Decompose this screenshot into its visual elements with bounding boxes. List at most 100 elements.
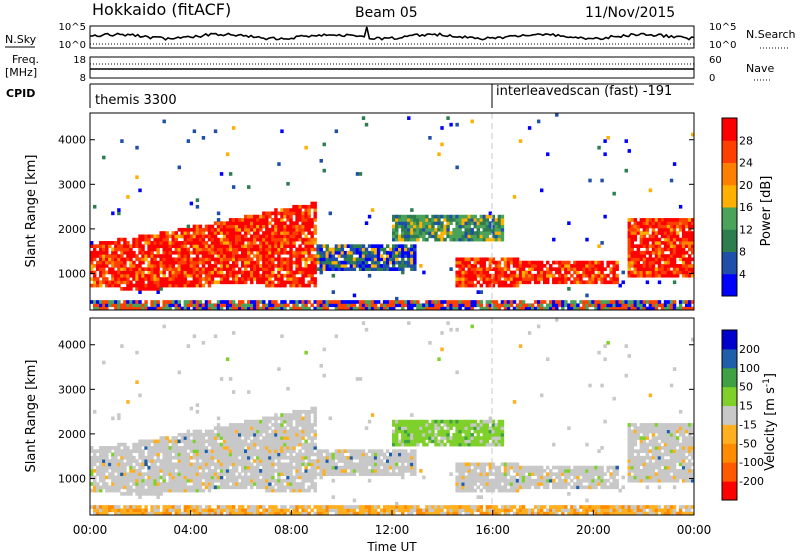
data-cell	[413, 257, 417, 262]
data-cell	[289, 214, 293, 219]
data-cell	[138, 495, 142, 499]
data-cell	[392, 508, 396, 513]
data-cell	[331, 452, 336, 457]
data-cell	[105, 511, 109, 516]
data-cell	[219, 306, 224, 311]
data-cell	[322, 250, 326, 255]
data-cell	[204, 241, 209, 245]
data-cell	[301, 250, 305, 255]
data-cell	[225, 511, 230, 516]
data-cell	[247, 257, 251, 262]
data-cell	[280, 485, 284, 490]
data-cell	[361, 250, 366, 255]
data-cell	[271, 446, 275, 450]
data-cell	[228, 459, 233, 463]
data-cell	[283, 455, 287, 460]
data-cell	[558, 264, 562, 268]
data-cell	[247, 224, 251, 229]
data-cell	[280, 218, 284, 222]
data-cell	[277, 267, 281, 271]
data-cell	[241, 465, 245, 470]
data-cell	[247, 390, 251, 394]
data-cell	[237, 244, 242, 249]
data-cell	[231, 436, 236, 440]
data-cell	[105, 465, 109, 470]
data-cell	[213, 221, 218, 226]
data-cell	[428, 303, 432, 308]
data-cell	[392, 459, 396, 463]
data-cell	[156, 234, 160, 239]
data-cell	[322, 257, 326, 262]
data-cell	[210, 482, 215, 486]
data-cell	[280, 446, 284, 450]
data-cell	[277, 306, 281, 311]
data-cell	[244, 214, 248, 219]
data-cell	[138, 455, 142, 460]
data-cell	[669, 254, 674, 258]
data-cell	[464, 214, 468, 219]
data-cell	[244, 469, 248, 473]
data-cell	[150, 260, 154, 265]
data-cell	[165, 303, 169, 308]
data-cell	[150, 508, 154, 513]
data-cell	[648, 254, 653, 258]
data-cell	[222, 260, 227, 265]
data-cell	[219, 231, 224, 235]
data-cell	[96, 250, 100, 255]
data-cell	[461, 257, 465, 262]
data-cell	[422, 224, 426, 229]
data-cell	[99, 508, 103, 513]
data-cell	[114, 459, 118, 463]
data-cell	[428, 218, 432, 222]
data-cell	[177, 277, 181, 281]
data-cell	[561, 280, 565, 285]
data-cell	[485, 231, 490, 235]
data-cell	[328, 300, 332, 304]
data-cell	[123, 482, 127, 486]
data-cell	[262, 300, 266, 304]
data-cell	[216, 241, 221, 245]
data-cell	[108, 260, 112, 265]
data-cell	[588, 178, 592, 183]
data-cell	[395, 455, 399, 460]
data-cell	[216, 280, 221, 285]
data-cell	[141, 475, 145, 480]
data-cell	[102, 459, 106, 463]
data-cell	[398, 442, 402, 447]
data-cell	[126, 283, 130, 288]
data-cell	[114, 283, 118, 288]
data-cell	[177, 511, 181, 516]
data-cell	[144, 462, 148, 467]
data-cell	[419, 306, 423, 311]
data-cell	[364, 455, 369, 460]
data-cell	[473, 224, 477, 229]
data-cell	[153, 508, 157, 513]
data-cell	[358, 247, 363, 252]
data-cell	[346, 250, 351, 255]
data-cell	[361, 452, 366, 457]
data-cell	[687, 231, 692, 235]
data-cell	[488, 273, 493, 278]
data-cell	[195, 227, 200, 232]
data-cell	[395, 459, 399, 463]
data-cell	[117, 280, 121, 285]
data-cell	[162, 465, 166, 470]
data-cell	[367, 306, 372, 311]
data-cell	[274, 277, 278, 281]
data-cell	[231, 423, 236, 427]
data-cell	[503, 300, 508, 304]
data-cell	[310, 221, 314, 226]
data-cell	[446, 303, 450, 308]
data-cell	[292, 208, 296, 212]
data-cell	[265, 270, 269, 275]
data-cell	[204, 432, 209, 437]
data-cell	[96, 264, 100, 268]
data-cell	[129, 306, 133, 311]
data-cell	[485, 214, 490, 219]
data-cell	[539, 264, 544, 268]
data-cell	[268, 231, 272, 235]
data-cell	[183, 446, 188, 450]
data-cell	[147, 492, 151, 496]
data-cell	[241, 224, 245, 229]
data-cell	[99, 244, 103, 249]
